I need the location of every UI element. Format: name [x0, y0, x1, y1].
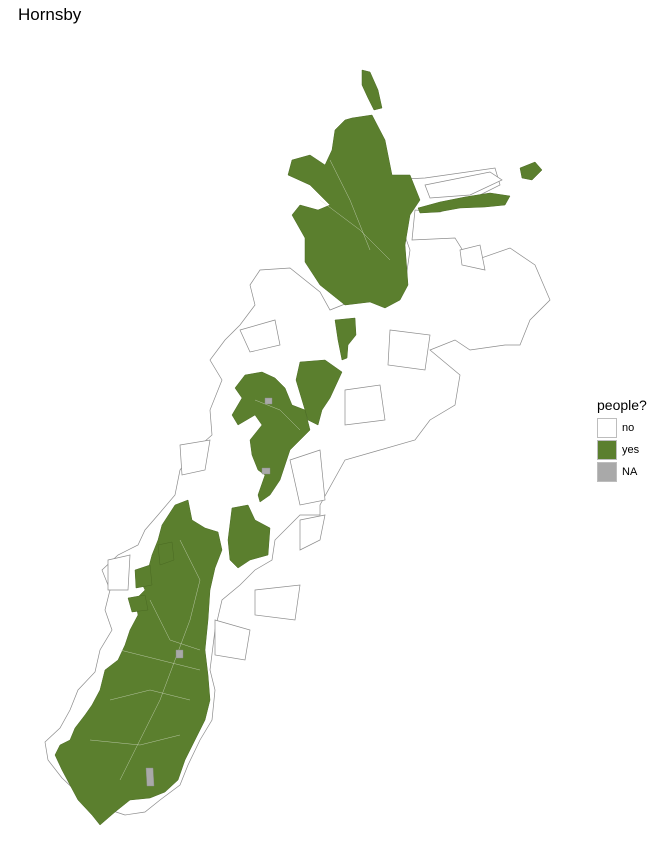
legend-item-no: no	[597, 417, 647, 439]
legend-label-na: NA	[622, 466, 638, 478]
legend-title: people?	[597, 397, 647, 413]
legend: people? no yes NA	[597, 397, 647, 483]
legend-item-yes: yes	[597, 439, 647, 461]
legend-swatch-yes	[597, 440, 617, 460]
legend-item-na: NA	[597, 461, 647, 483]
internal-boundaries	[89, 159, 391, 781]
legend-label-yes: yes	[622, 444, 640, 456]
na-regions	[145, 397, 273, 787]
yes-regions	[54, 69, 543, 826]
legend-label-no: no	[622, 422, 635, 434]
map-title: Hornsby	[18, 5, 82, 24]
legend-swatch-na	[597, 462, 617, 482]
legend-swatch-no	[597, 418, 617, 438]
